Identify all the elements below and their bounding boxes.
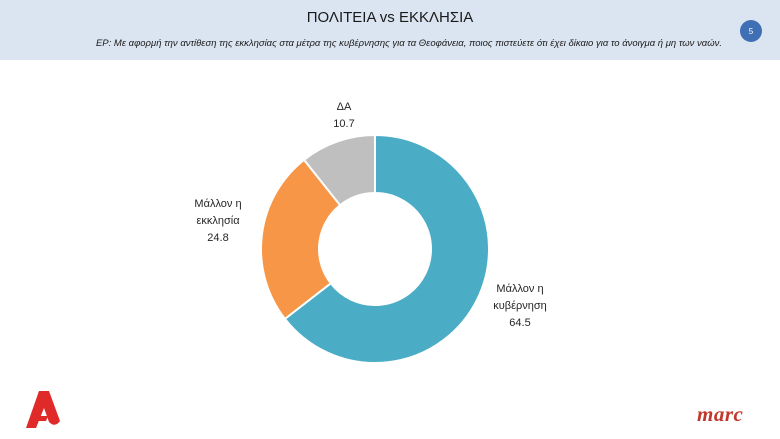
data-label-1: Μάλλον η κυβέρνηση 64.5 [493,283,547,329]
alpha-channel-logo [26,391,60,428]
donut-slice-1 [283,133,490,364]
donut-chart: Μάλλον η κυβέρνηση 64.5 Μάλλον η εκκλησία 24.… [194,101,547,364]
page-title: ΠΟΛΙΤΕΙΑ vs ΕΚΚΛΗΣΙΑ [306,9,474,26]
marc-logo: marc [697,402,744,426]
page-number-badge: 5 [740,20,762,42]
data-label-2: Μάλλον η εκκλησία 24.8 [194,198,241,244]
data-label-3: ΔΑ 10.7 [333,101,354,130]
survey-question: ΕΡ: Με αφορμή την αντίθεση της εκκλησίας… [95,38,722,49]
donut-slice-3 [302,133,376,207]
header-bar: ΠΟΛΙΤΕΙΑ vs ΕΚΚΛΗΣΙΑ ΕΡ: Με αφορμή την α… [0,0,780,60]
donut-slice-2 [260,158,342,321]
